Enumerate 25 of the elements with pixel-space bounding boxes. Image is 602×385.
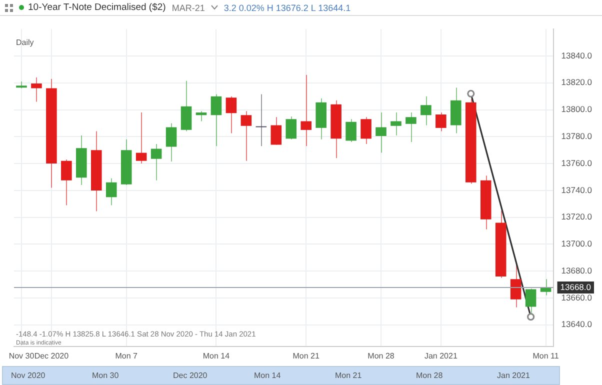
text: 3.2 0.02% H 13676.2 L 13644.1 [224, 2, 351, 12]
navigator-strip: Nov 2020 Mon 30 Dec 2020 Mon 14 Mon 21 Mon 28 Jan 2021 [2, 366, 560, 385]
x-tick-label: Mon 21 [292, 351, 320, 360]
y-tick-label: 13700.0 [561, 238, 592, 249]
x-tick-label: Jan 2021 [424, 351, 458, 360]
annotation: Daily [16, 38, 34, 48]
ref-line-label: 13668.0 [560, 282, 592, 292]
x-tick-label: Nov 30 [8, 351, 35, 360]
chart-subtitle: MAR-21 [172, 2, 205, 12]
y-tick-label: 13740.0 [561, 184, 592, 195]
x-tick-label: Dec 2020 [34, 351, 70, 360]
x-tick-label: Mon 7 [115, 351, 138, 360]
y-tick-label: 13780.0 [561, 131, 592, 142]
y-tick-label: 13660.0 [561, 292, 592, 302]
y-tick-label: 13840.0 [561, 50, 592, 60]
x-tick-label: Mon 28 [368, 351, 395, 360]
y-tick-label: 13760.0 [561, 158, 592, 168]
y-tick-label: 13820.0 [561, 77, 592, 88]
y-tick-label: 13640.0 [561, 319, 592, 330]
y-tick-label: 13800.0 [561, 104, 592, 114]
chart-title: 10-Year T-Note Decimalised ($2) [28, 2, 166, 13]
x-tick-label: Mon 14 [202, 351, 230, 360]
x-tick-label: Mon 11 [532, 351, 560, 360]
y-tick-label: 13720.0 [561, 212, 592, 222]
y-tick-label: 13680.0 [561, 265, 592, 276]
